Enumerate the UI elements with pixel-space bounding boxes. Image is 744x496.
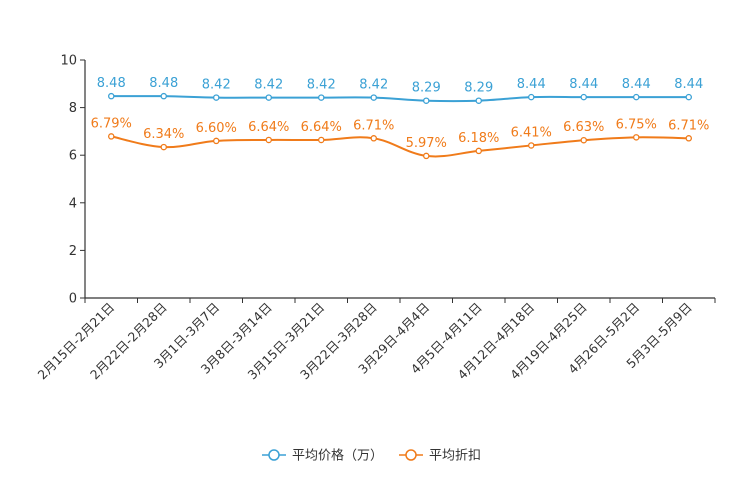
series-0: 8.48 8.48 8.42 8.42 8.42 8.42 8.29 8.29 8.44 8.44… <box>97 76 703 104</box>
data-point[interactable] <box>422 152 430 160</box>
y-tick-label: 8 <box>69 101 77 116</box>
series-line <box>111 135 689 158</box>
data-label: 8.44 <box>622 77 651 92</box>
data-label: 8.42 <box>202 78 231 93</box>
y-tick-label: 6 <box>69 149 77 164</box>
data-point[interactable] <box>528 142 535 149</box>
data-label: 8.44 <box>517 77 546 92</box>
data-point[interactable] <box>580 93 588 101</box>
data-point[interactable] <box>580 136 588 144</box>
y-tick-label: 2 <box>69 244 77 259</box>
data-point[interactable] <box>265 136 272 144</box>
legend-marker-icon <box>268 449 280 461</box>
data-label: 6.71% <box>668 118 709 133</box>
data-point[interactable] <box>108 133 115 140</box>
data-label: 8.29 <box>464 81 493 96</box>
data-label: 8.29 <box>412 81 441 96</box>
data-point[interactable] <box>160 143 167 151</box>
legend-item-0[interactable]: 平均价格（万） <box>262 448 383 464</box>
data-point[interactable] <box>633 134 640 141</box>
data-point[interactable] <box>685 135 693 142</box>
series-1: 6.79% 6.34% 6.60% 6.64% 6.64% 6.71% 5.97% 6.18%… <box>91 116 709 160</box>
data-point[interactable] <box>108 92 115 100</box>
data-point[interactable] <box>475 147 482 155</box>
legend[interactable]: 平均价格（万） 平均折扣 <box>262 448 481 464</box>
data-label: 6.75% <box>616 117 657 132</box>
data-point[interactable] <box>317 94 325 101</box>
data-point[interactable] <box>370 94 377 101</box>
legend-marker-icon <box>405 449 417 461</box>
data-label: 6.34% <box>143 127 184 142</box>
series-line <box>111 95 689 103</box>
data-label: 6.41% <box>511 125 552 140</box>
data-point[interactable] <box>212 94 220 101</box>
data-point[interactable] <box>685 93 693 101</box>
data-point[interactable] <box>475 97 482 104</box>
series-layer: 8.48 8.48 8.42 8.42 8.42 8.42 8.29 8.29 8.44 8.44… <box>91 76 709 160</box>
data-point[interactable] <box>422 97 430 104</box>
data-label: 8.42 <box>307 78 336 93</box>
data-label: 8.44 <box>674 77 703 92</box>
data-label: 6.79% <box>91 116 132 131</box>
data-label: 6.64% <box>301 120 342 135</box>
data-point[interactable] <box>160 92 167 100</box>
legend-item-1[interactable]: 平均折扣 <box>399 449 481 464</box>
data-label: 8.42 <box>359 78 388 93</box>
data-label: 6.60% <box>196 121 237 136</box>
y-tick-label: 0 <box>69 292 77 307</box>
legend-label: 平均价格（万） <box>292 448 383 464</box>
axes: 02468102月15日-2月21日2月22日-2月28日3月1日-3月7日3月… <box>34 54 716 382</box>
legend-label: 平均折扣 <box>429 449 481 464</box>
data-label: 8.44 <box>569 77 598 92</box>
data-label: 6.71% <box>353 118 394 133</box>
data-point[interactable] <box>265 94 272 101</box>
y-tick-label: 10 <box>60 54 77 69</box>
data-point[interactable] <box>370 135 377 142</box>
data-label: 8.48 <box>97 76 126 91</box>
data-label: 6.63% <box>563 120 604 135</box>
data-point[interactable] <box>633 93 640 101</box>
data-point[interactable] <box>212 137 220 145</box>
data-point[interactable] <box>528 93 535 101</box>
data-label: 6.18% <box>458 131 499 146</box>
data-label: 8.48 <box>149 76 178 91</box>
data-point[interactable] <box>317 136 325 144</box>
y-tick-label: 4 <box>69 196 77 211</box>
data-label: 5.97% <box>406 136 447 151</box>
data-label: 8.42 <box>254 78 283 93</box>
data-label: 6.64% <box>248 120 289 135</box>
